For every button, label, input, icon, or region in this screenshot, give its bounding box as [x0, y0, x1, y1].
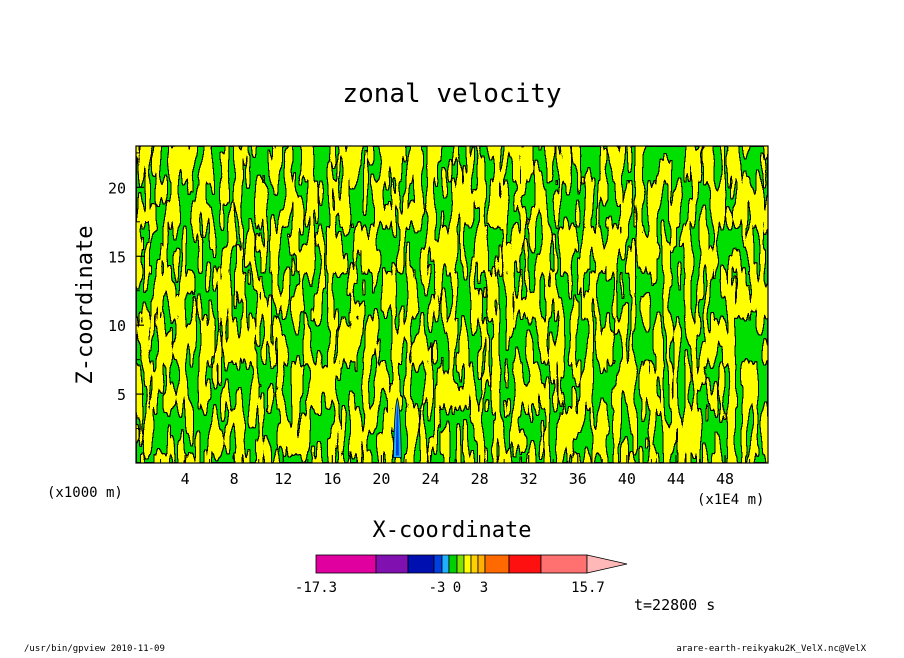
chart-title: zonal velocity — [342, 79, 561, 109]
colorbar-arrow — [586, 554, 628, 574]
x-unit-right: (x1E4 m) — [697, 492, 764, 508]
y-axis-ticks: 5 10 15 20 — [108, 152, 144, 430]
colorbar-tick-0: 0 — [453, 580, 461, 596]
y-axis-label: Z-coordinate — [73, 226, 98, 385]
x-tick-label: 40 — [618, 470, 636, 488]
colorbar-tick-3: 3 — [480, 580, 488, 596]
colorbar-segment — [433, 554, 443, 574]
x-tick-label: 44 — [667, 470, 685, 488]
x-axis-ticks: 4 8 12 16 20 24 28 32 36 40 44 48 — [160, 455, 751, 488]
colorbar-segment — [315, 554, 377, 574]
time-label: t=22800 s — [634, 596, 715, 614]
colorbar-tick-neg3: -3 — [429, 580, 446, 596]
x-tick-label: 20 — [372, 470, 390, 488]
colorbar-segment — [540, 554, 588, 574]
x-tick-label: 48 — [716, 470, 734, 488]
y-tick-label: 10 — [108, 317, 126, 335]
plot-frame — [135, 145, 769, 464]
colorbar-segment — [407, 554, 435, 574]
colorbar-segment — [508, 554, 542, 574]
colorbar-min-label: -17.3 — [295, 580, 337, 596]
footer-left: /usr/bin/gpview 2010-11-09 — [24, 644, 165, 654]
colorbar-segment — [463, 554, 472, 574]
colorbar-segment — [448, 554, 458, 574]
x-tick-label: 4 — [181, 470, 190, 488]
x-tick-label: 28 — [471, 470, 489, 488]
plot-area — [135, 145, 769, 464]
plume-core — [395, 404, 399, 456]
colorbar-segment — [441, 554, 450, 574]
velocity-field — [136, 146, 768, 463]
x-tick-label: 36 — [569, 470, 587, 488]
y-tick-label: 20 — [108, 179, 126, 197]
y-tick-label: 5 — [117, 386, 126, 404]
footer-right: arare-earth-reikyaku2K_VelX.nc@VelX — [676, 644, 866, 654]
plume-feature — [392, 397, 402, 458]
colorbar-segment — [470, 554, 479, 574]
x-tick-label: 32 — [520, 470, 538, 488]
colorbar-segment — [375, 554, 409, 574]
colorbar-segment — [484, 554, 510, 574]
x-unit-left: (x1000 m) — [47, 485, 123, 501]
x-tick-label: 12 — [274, 470, 292, 488]
colorbar — [315, 554, 628, 574]
x-tick-label: 8 — [230, 470, 239, 488]
colorbar-segment — [456, 554, 465, 574]
y-tick-label: 15 — [108, 248, 126, 266]
x-tick-label: 24 — [421, 470, 439, 488]
x-tick-label: 16 — [323, 470, 341, 488]
colorbar-segment — [477, 554, 486, 574]
colorbar-max-label: 15.7 — [571, 580, 605, 596]
x-axis-label: X-coordinate — [373, 518, 532, 543]
